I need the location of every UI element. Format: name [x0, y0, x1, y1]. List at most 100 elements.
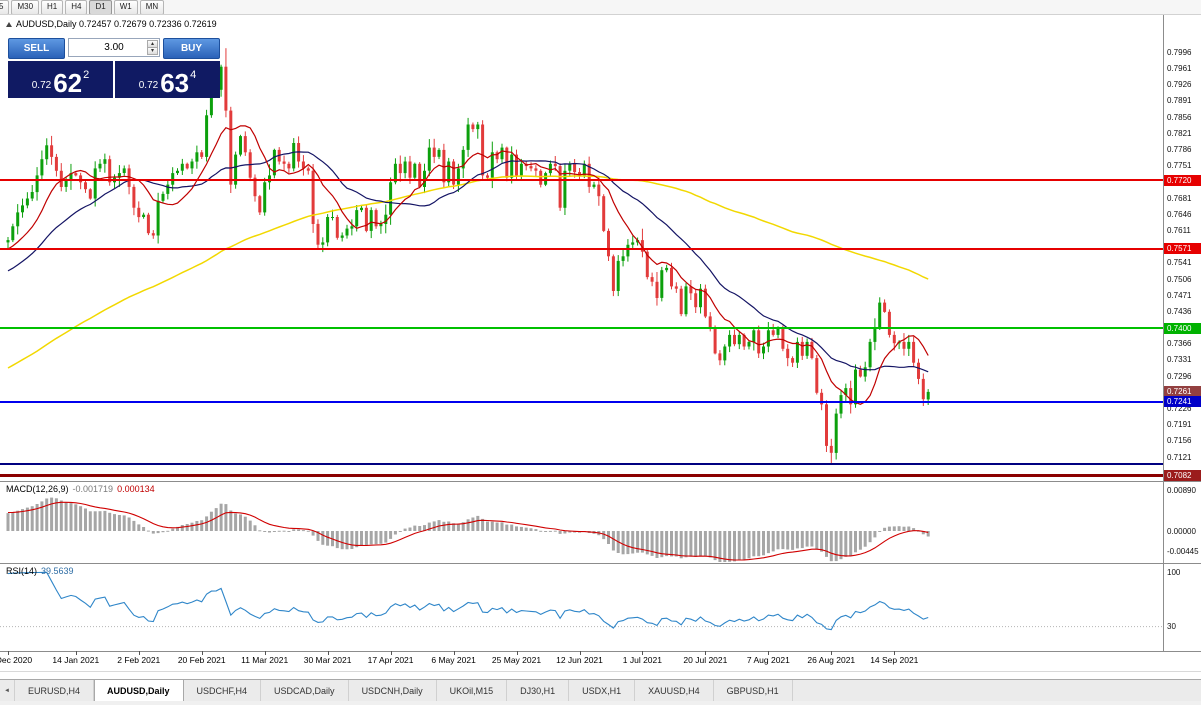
timeframe-toolbar: 5M30H1H4D1W1MN [0, 0, 1201, 15]
tab-gbpusd-h1[interactable]: GBPUSD,H1 [714, 680, 793, 701]
status-strip [0, 701, 1201, 705]
sell-button[interactable]: SELL [8, 38, 65, 59]
sell-price-prefix: 0.72 [31, 80, 52, 91]
rsi-axis-label: 30 [1167, 622, 1176, 632]
buy-price-pipette: 4 [190, 69, 197, 81]
macd-label: MACD(12,26,9) -0.001719 0.000134 [6, 484, 155, 494]
date-tick [579, 651, 581, 655]
symbol-ohlc-text: AUDUSD,Daily 0.72457 0.72679 0.72336 0.7… [16, 19, 217, 29]
tab-scroll-left-button[interactable]: ◄ [0, 680, 15, 701]
resistance-line-0-7720[interactable] [0, 179, 1163, 181]
date-tick [768, 651, 770, 655]
sell-price-pipette: 2 [83, 69, 90, 81]
timeframe-button-d1[interactable]: D1 [89, 0, 112, 14]
price-tag-0-7720: 0.7720 [1164, 174, 1201, 186]
date-label: 20 Jul 2021 [683, 655, 728, 665]
date-label: 26 Aug 2021 [807, 655, 856, 665]
date-tick [453, 651, 455, 655]
timeframe-button-w1[interactable]: W1 [113, 0, 138, 14]
price-axis-label: 0.7506 [1167, 274, 1192, 284]
sma-fast-line [7, 125, 929, 405]
buy-price-big-digits: 63 [160, 68, 190, 98]
sma-slow-line [7, 175, 929, 369]
price-axis-label: 0.7891 [1167, 96, 1192, 106]
macd-rsi-divider[interactable] [0, 563, 1201, 564]
buy-price-display[interactable]: 0.72 63 4 [115, 61, 220, 98]
date-tick [705, 651, 707, 655]
tab-dj30-h1[interactable]: DJ30,H1 [507, 680, 570, 701]
date-tick [831, 651, 833, 655]
date-label: 25 May 2021 [491, 655, 542, 665]
price-axis-label: 0.7856 [1167, 112, 1192, 122]
price-macd-divider[interactable] [0, 481, 1201, 482]
date-tick [327, 651, 329, 655]
date-label: 30 Mar 2021 [303, 655, 352, 665]
date-tick [894, 651, 896, 655]
macd-signal-line [7, 501, 929, 561]
resistance-line-0-7571[interactable] [0, 247, 1163, 250]
price-tag-0-7571: 0.7571 [1164, 243, 1201, 255]
sell-price-display[interactable]: 0.72 62 2 [8, 61, 113, 98]
price-tag-0-7400: 0.7400 [1164, 322, 1201, 334]
price-axis-label: 0.7996 [1167, 47, 1192, 57]
price-axis-label: 0.7156 [1167, 436, 1192, 446]
tab-xauusd-h4[interactable]: XAUUSD,H4 [635, 680, 714, 701]
tab-audusd-daily[interactable]: AUDUSD,Daily [94, 680, 184, 701]
date-label: 12 Jun 2021 [556, 655, 603, 665]
rsi-line [7, 571, 929, 631]
rsi-panel[interactable] [0, 564, 1163, 651]
date-tick [201, 651, 203, 655]
timeframe-button-h4[interactable]: H4 [65, 0, 88, 14]
candle-series [6, 48, 930, 464]
price-axis-label: 0.7121 [1167, 452, 1192, 462]
macd-main-value: -0.001719 [72, 484, 114, 494]
buy-button[interactable]: BUY [163, 38, 220, 59]
sma-mid-line [7, 151, 929, 373]
tab-usdcnh-daily[interactable]: USDCNH,Daily [349, 680, 437, 701]
timeframe-button-h1[interactable]: H1 [41, 0, 64, 14]
rsi-axis-label: 100 [1167, 567, 1181, 577]
support-line-0-7400[interactable] [0, 327, 1163, 329]
support-line-0-7082[interactable] [0, 473, 1163, 477]
date-label: 14 Sep 2021 [870, 655, 919, 665]
sell-price-big-digits: 62 [53, 68, 83, 98]
volume-value: 3.00 [104, 42, 124, 53]
rsi-name: RSI(14) [6, 566, 38, 576]
support-line-0-7106[interactable] [0, 463, 1163, 465]
chart-marker-icon [6, 21, 12, 27]
date-label: 6 May 2021 [431, 655, 476, 665]
price-axis-label: 0.7191 [1167, 420, 1192, 430]
support-line-0-7241[interactable] [0, 400, 1163, 403]
price-axis-label: 0.7296 [1167, 371, 1192, 381]
tab-eurusd-h4[interactable]: EURUSD,H4 [15, 680, 95, 701]
date-label: 7 Aug 2021 [746, 655, 790, 665]
timeframe-button-mn[interactable]: MN [139, 0, 165, 14]
date-label: 14 Jan 2021 [52, 655, 100, 665]
timeframe-button-m30[interactable]: M30 [11, 0, 40, 14]
date-label: 17 Apr 2021 [367, 655, 414, 665]
date-tick [642, 651, 644, 655]
tab-usdchf-h4[interactable]: USDCHF,H4 [184, 680, 262, 701]
price-axis-label: 0.7681 [1167, 193, 1192, 203]
tab-usdx-h1[interactable]: USDX,H1 [569, 680, 636, 701]
date-tick [75, 651, 77, 655]
macd-axis-label: 0.00000 [1167, 526, 1196, 536]
timeframe-button-5[interactable]: 5 [0, 0, 10, 14]
price-axis-label: 0.7436 [1167, 306, 1192, 316]
price-axis-label: 0.7611 [1167, 225, 1191, 235]
price-axis[interactable] [1164, 15, 1201, 652]
macd-panel[interactable] [0, 482, 1163, 562]
price-tag-0-7082: 0.7082 [1164, 469, 1201, 481]
dateaxis-bottom-divider [0, 671, 1201, 672]
macd-axis-label: 0.00890 [1167, 485, 1196, 495]
date-label: 24 Dec 2020 [0, 655, 33, 665]
rsi-value: 39.5639 [41, 566, 74, 576]
volume-down-button[interactable]: ▾ [147, 47, 158, 55]
volume-input[interactable]: 3.00 ▴ ▾ [68, 38, 160, 57]
tab-usdcad-daily[interactable]: USDCAD,Daily [261, 680, 349, 701]
date-label: 2 Feb 2021 [117, 655, 161, 665]
date-tick [264, 651, 266, 655]
price-axis-border [1163, 15, 1164, 652]
tab-ukoil-m15[interactable]: UKOil,M15 [437, 680, 508, 701]
